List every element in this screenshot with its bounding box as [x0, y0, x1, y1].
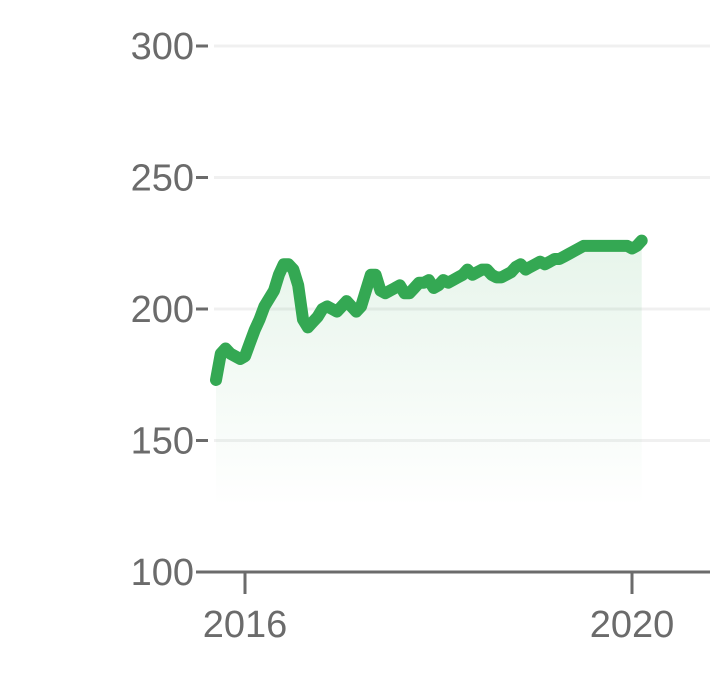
x-tick-label: 2020	[590, 604, 675, 646]
y-tick-label: 100	[131, 552, 194, 594]
series-line	[210, 234, 648, 386]
series-area	[216, 240, 642, 507]
y-tick-label: 250	[131, 158, 194, 200]
y-tick-label: 300	[131, 26, 194, 68]
y-tick-label: 150	[131, 421, 194, 463]
x-tick-label: 2016	[203, 604, 288, 646]
y-axis: 100 150 200 250 300	[131, 26, 208, 594]
x-axis: 2016 2020	[203, 572, 675, 646]
y-tick-label: 200	[131, 289, 194, 331]
